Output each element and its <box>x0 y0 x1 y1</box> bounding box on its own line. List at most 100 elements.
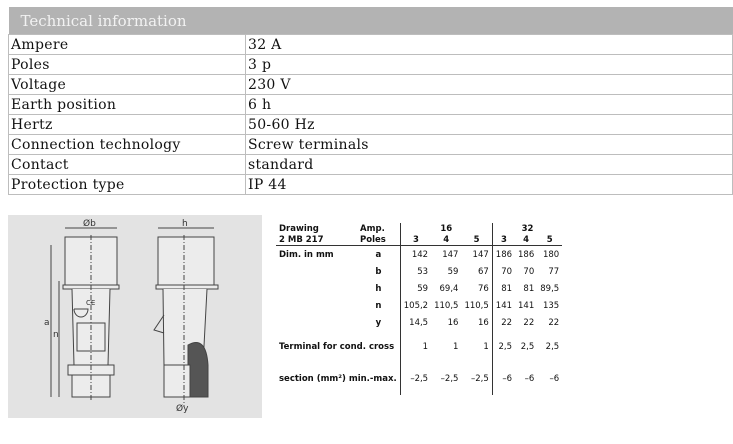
dims-cell: –6 <box>549 374 560 384</box>
dims-cell: –6 <box>491 363 516 395</box>
dims-cell: –2,5 <box>471 374 489 384</box>
dims-row: n 105,2 110,5 110,5 141 141 135 <box>276 297 562 314</box>
dims-row: b 53 59 67 70 70 77 <box>276 263 562 280</box>
row-label: Contact <box>8 154 246 175</box>
dim-label: Dim. in mm <box>279 249 334 260</box>
dims-cell: 186 <box>518 249 535 260</box>
dim-label-h: h <box>182 219 188 229</box>
plug-dimension-drawing: CE Øb a n h Øy <box>8 215 262 418</box>
dims-cell: 89,5 <box>540 283 560 294</box>
dims-cell: 81 <box>523 283 535 294</box>
dim-label-b: Øb <box>83 218 96 229</box>
front-view-plug: CE Øb a n <box>44 218 120 401</box>
dims-cell: 59 <box>447 266 459 277</box>
dims-cell: 105,2 <box>399 297 432 314</box>
row-value: standard <box>245 154 733 175</box>
dims-cell: 81 <box>491 280 516 297</box>
row-label: Protection type <box>8 174 246 195</box>
technical-information-table: Technical information Ampere 32 A Poles 3 p… <box>8 7 733 195</box>
dims-cell: 22 <box>523 317 535 328</box>
dims-cell: 110,5 <box>464 300 489 311</box>
dims-cell: –6 <box>524 374 535 384</box>
row-value: 32 A <box>245 34 733 55</box>
row-label: Hertz <box>8 114 246 135</box>
dims-cell: 2,5 <box>491 331 516 363</box>
dim-key: h <box>375 283 382 294</box>
amp-16: 16 <box>399 223 493 234</box>
row-label: Ampere <box>8 34 246 55</box>
table-row: Connection technology Screw terminals <box>8 134 733 155</box>
dims-cell: 147 <box>472 249 489 260</box>
dim-key: n <box>375 300 382 311</box>
dims-cell: 1 <box>453 342 459 352</box>
table-row: Earth position 6 h <box>8 94 733 115</box>
dims-cell: 5 <box>461 234 493 246</box>
drawing-label: Drawing <box>279 223 319 234</box>
dims-cell: 5 <box>537 234 563 246</box>
table-row: Ampere 32 A <box>8 34 733 55</box>
dims-cell: 14,5 <box>399 314 432 331</box>
dims-cell: 110,5 <box>434 300 459 311</box>
dims-row: y 14,5 16 16 22 22 22 <box>276 314 562 331</box>
dims-cell: 186 <box>491 245 516 263</box>
dims-cell: 59 <box>399 280 432 297</box>
dims-cell: 3 <box>491 234 516 246</box>
drawing-code: 2 MB 217 <box>276 234 358 246</box>
table-row: Protection type IP 44 <box>8 174 733 195</box>
ce-mark: CE <box>86 299 95 307</box>
table-row: Contact standard <box>8 154 733 175</box>
dims-cell: 142 <box>399 245 432 263</box>
dims-cell: 147 <box>442 249 459 260</box>
table-row: Voltage 230 V <box>8 74 733 95</box>
dims-cell: 53 <box>399 263 432 280</box>
dims-cell: 4 <box>431 234 462 246</box>
dims-row: h 59 69,4 76 81 81 89,5 <box>276 280 562 297</box>
table-row: Poles 3 p <box>8 54 733 75</box>
dims-cell: 3 <box>399 234 432 246</box>
row-value: 3 p <box>245 54 733 75</box>
dims-cell: 2,5 <box>520 342 535 352</box>
side-view-plug: h Øy <box>153 219 219 414</box>
dims-cell: 1 <box>399 331 432 363</box>
row-label: Earth position <box>8 94 246 115</box>
row-label: Voltage <box>8 74 246 95</box>
dims-cell: 70 <box>523 266 535 277</box>
dims-cell: 4 <box>515 234 538 246</box>
row-value: 6 h <box>245 94 733 115</box>
dims-cell: 76 <box>477 283 489 294</box>
amp-label: Amp. <box>360 223 385 234</box>
dims-cell: 135 <box>542 300 560 311</box>
dims-cell: 22 <box>548 317 560 328</box>
poles-label: Poles <box>357 234 401 246</box>
dim-label-a: a <box>44 318 50 328</box>
row-value: Screw terminals <box>245 134 733 155</box>
dims-cell: 16 <box>477 317 489 328</box>
dim-key: y <box>375 317 382 328</box>
dim-key: b <box>375 266 382 277</box>
table-row: Hertz 50-60 Hz <box>8 114 733 135</box>
row-value: IP 44 <box>245 174 733 195</box>
dims-cell: –2,5 <box>399 363 432 395</box>
amp-32: 32 <box>491 223 563 234</box>
dims-cell: –2,5 <box>440 374 459 384</box>
dim-label-y: Øy <box>176 403 189 414</box>
dimensions-table: Drawing Amp. 16 32 2 MB 217 Poles 3 4 5 3 4 5 Dim. i… <box>276 223 563 395</box>
dims-cell: 67 <box>477 266 489 277</box>
section-label: section (mm²) min.-max. <box>279 374 397 384</box>
table-title: Technical information <box>8 7 733 35</box>
dims-cell: 2,5 <box>545 342 560 352</box>
dims-cell: 16 <box>447 317 459 328</box>
dims-cell: 141 <box>491 297 516 314</box>
row-value: 50-60 Hz <box>245 114 733 135</box>
dims-cell: 70 <box>491 263 516 280</box>
row-label: Poles <box>8 54 246 75</box>
dims-cell: 141 <box>518 300 535 311</box>
dims-row: Dim. in mm a 142 147 147 186 186 180 <box>276 245 562 263</box>
terminal-label: Terminal for cond. cross <box>279 342 395 352</box>
dims-cell: 180 <box>542 249 560 260</box>
dims-cell: 22 <box>491 314 516 331</box>
dims-cell: 77 <box>548 266 560 277</box>
row-label: Connection technology <box>8 134 246 155</box>
dim-key: a <box>375 249 382 260</box>
dims-cell: 69,4 <box>439 283 459 294</box>
